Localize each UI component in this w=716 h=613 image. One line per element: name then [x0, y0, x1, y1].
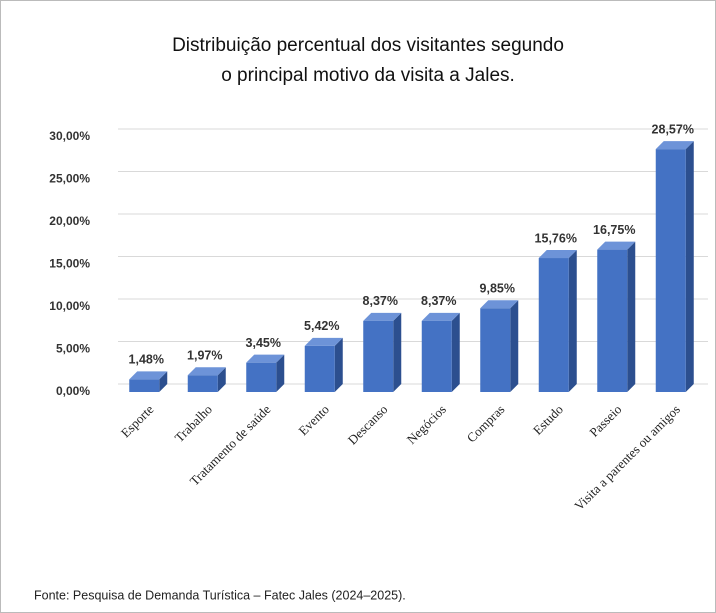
y-tick-label: 0,00%: [56, 384, 90, 398]
bar-top: [480, 300, 519, 309]
bar: [421, 320, 452, 392]
bar-top: [129, 371, 168, 380]
y-tick-label: 20,00%: [49, 214, 90, 228]
value-label: 15,76%: [535, 231, 577, 245]
bar: [129, 379, 160, 392]
bar-side: [217, 367, 226, 392]
y-tick-label: 30,00%: [49, 129, 90, 143]
value-label: 1,48%: [129, 353, 164, 367]
value-label: 28,57%: [652, 122, 694, 136]
bar-top: [304, 337, 343, 346]
bar: [187, 375, 218, 392]
bar-side: [627, 241, 636, 392]
bar-side: [451, 312, 460, 392]
bar: [304, 345, 335, 392]
bar-side: [276, 354, 285, 392]
bar: [597, 249, 628, 392]
bar: [655, 149, 686, 392]
value-label: 1,97%: [187, 349, 222, 363]
bar-top: [363, 312, 402, 321]
value-label: 8,37%: [363, 294, 398, 308]
value-label: 9,85%: [480, 282, 515, 296]
value-label: 5,42%: [304, 319, 339, 333]
bar-top: [246, 354, 285, 363]
source-note: Fonte: Pesquisa de Demanda Turística – F…: [34, 588, 406, 602]
bar-top: [597, 241, 636, 250]
bar-top: [538, 250, 577, 259]
value-label: 16,75%: [593, 223, 635, 237]
y-tick-label: 10,00%: [49, 299, 90, 313]
bar: [538, 258, 569, 392]
bar-top: [655, 141, 694, 150]
bar-top: [187, 367, 226, 376]
value-label: 3,45%: [246, 336, 281, 350]
bar: [480, 308, 511, 392]
bar: [363, 320, 394, 392]
bar-side: [510, 300, 519, 392]
bar-top: [421, 312, 460, 321]
y-tick-label: 15,00%: [49, 257, 90, 271]
y-tick-label: 5,00%: [56, 342, 90, 356]
bar-side: [393, 312, 402, 392]
y-tick-label: 25,00%: [49, 172, 90, 186]
bar-side: [159, 371, 168, 392]
bar: [246, 362, 277, 392]
bar-side: [685, 141, 694, 392]
chart-title-line: Distribuição percentual dos visitantes s…: [172, 35, 564, 56]
bar-side: [334, 337, 343, 392]
value-label: 8,37%: [421, 294, 456, 308]
chart-title-line: o principal motivo da visita a Jales.: [221, 65, 515, 86]
bar-side: [568, 250, 577, 392]
